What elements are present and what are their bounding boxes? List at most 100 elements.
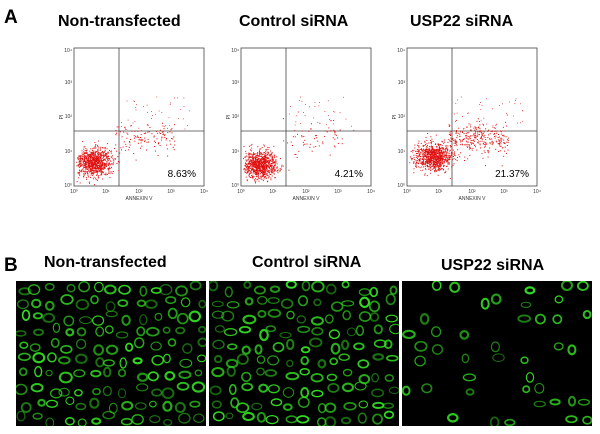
- event-dot: [455, 120, 457, 121]
- event-dot: [93, 162, 95, 164]
- cell: [105, 310, 118, 318]
- event-dot: [454, 144, 456, 146]
- event-dot: [118, 126, 120, 128]
- event-dot: [309, 143, 311, 145]
- event-dot: [428, 160, 430, 162]
- event-dot: [473, 135, 475, 137]
- event-dot: [445, 155, 447, 157]
- event-dot: [333, 129, 335, 131]
- event-dot: [277, 172, 279, 174]
- event-dot: [92, 165, 94, 167]
- cell: [354, 381, 367, 391]
- event-dot: [446, 151, 448, 153]
- event-dot: [109, 160, 111, 162]
- event-dot: [477, 142, 479, 144]
- event-dot: [481, 134, 483, 136]
- event-dot: [457, 149, 459, 151]
- event-dot: [445, 149, 447, 151]
- event-dot: [252, 164, 254, 166]
- event-dot: [272, 160, 274, 161]
- event-dot: [90, 169, 92, 171]
- event-dot: [311, 150, 313, 152]
- event-dot: [96, 164, 98, 166]
- event-dot: [107, 156, 109, 158]
- event-dot: [92, 158, 94, 160]
- event-dot: [260, 162, 262, 164]
- event-dot: [255, 168, 257, 170]
- event-dot: [479, 131, 481, 132]
- cell: [251, 402, 263, 411]
- event-dot: [256, 157, 258, 158]
- event-dot: [259, 155, 261, 157]
- cell: [358, 400, 369, 409]
- cell: [300, 346, 311, 354]
- event-dot: [440, 168, 442, 170]
- event-dot: [329, 119, 330, 120]
- event-dot: [130, 139, 131, 141]
- event-dot: [429, 157, 431, 159]
- event-dot: [303, 112, 304, 113]
- event-dot: [265, 161, 267, 163]
- event-dot: [90, 166, 92, 168]
- cell: [162, 326, 171, 334]
- cell: [258, 383, 269, 393]
- event-dot: [515, 98, 517, 100]
- event-dot: [499, 139, 501, 141]
- event-dot: [77, 158, 79, 160]
- event-dot: [80, 155, 82, 157]
- cell: [534, 382, 545, 394]
- event-dot: [93, 155, 95, 157]
- plot-frame: [406, 47, 538, 187]
- event-dot: [432, 148, 433, 150]
- event-dot: [264, 169, 265, 171]
- event-dot: [251, 162, 252, 164]
- event-dot: [271, 153, 273, 154]
- event-dot: [86, 156, 87, 158]
- event-dot: [430, 158, 432, 160]
- event-dot: [137, 130, 139, 132]
- event-dot: [322, 141, 324, 143]
- event-dot: [442, 157, 444, 159]
- event-dot: [107, 164, 109, 166]
- event-dot: [442, 158, 444, 160]
- event-dot: [94, 153, 96, 155]
- y-axis-label: PI: [59, 115, 65, 120]
- event-dot: [91, 162, 93, 164]
- event-dot: [469, 138, 471, 140]
- event-dot: [95, 151, 97, 153]
- cell: [161, 387, 175, 399]
- cell: [175, 285, 188, 297]
- event-dot: [467, 112, 469, 114]
- event-dot: [441, 151, 443, 152]
- event-dot: [424, 173, 426, 175]
- event-dot: [77, 165, 79, 167]
- event-dot: [135, 109, 137, 111]
- event-dot: [478, 126, 480, 128]
- event-dot: [271, 164, 273, 166]
- event-dot: [79, 161, 81, 163]
- event-dot: [448, 161, 450, 163]
- event-dot: [91, 171, 93, 173]
- event-dot: [333, 145, 335, 147]
- event-dot: [162, 134, 164, 136]
- event-dot: [448, 126, 450, 127]
- event-dot: [266, 165, 268, 167]
- event-dot: [267, 149, 269, 150]
- event-dot: [252, 176, 254, 178]
- cell: [286, 310, 295, 320]
- x-tick-4: 10⁴: [200, 189, 208, 195]
- event-dot: [267, 180, 269, 182]
- event-dot: [468, 144, 470, 146]
- event-dot: [500, 137, 502, 139]
- event-dot: [174, 144, 176, 146]
- event-dot: [254, 164, 256, 166]
- event-dot: [263, 171, 264, 173]
- event-dot: [163, 135, 165, 137]
- event-dot: [449, 150, 451, 152]
- event-dot: [91, 160, 93, 162]
- event-dot: [437, 160, 439, 162]
- event-dot: [426, 158, 428, 160]
- cell: [227, 343, 238, 350]
- event-dot: [102, 164, 104, 166]
- event-dot: [468, 132, 470, 134]
